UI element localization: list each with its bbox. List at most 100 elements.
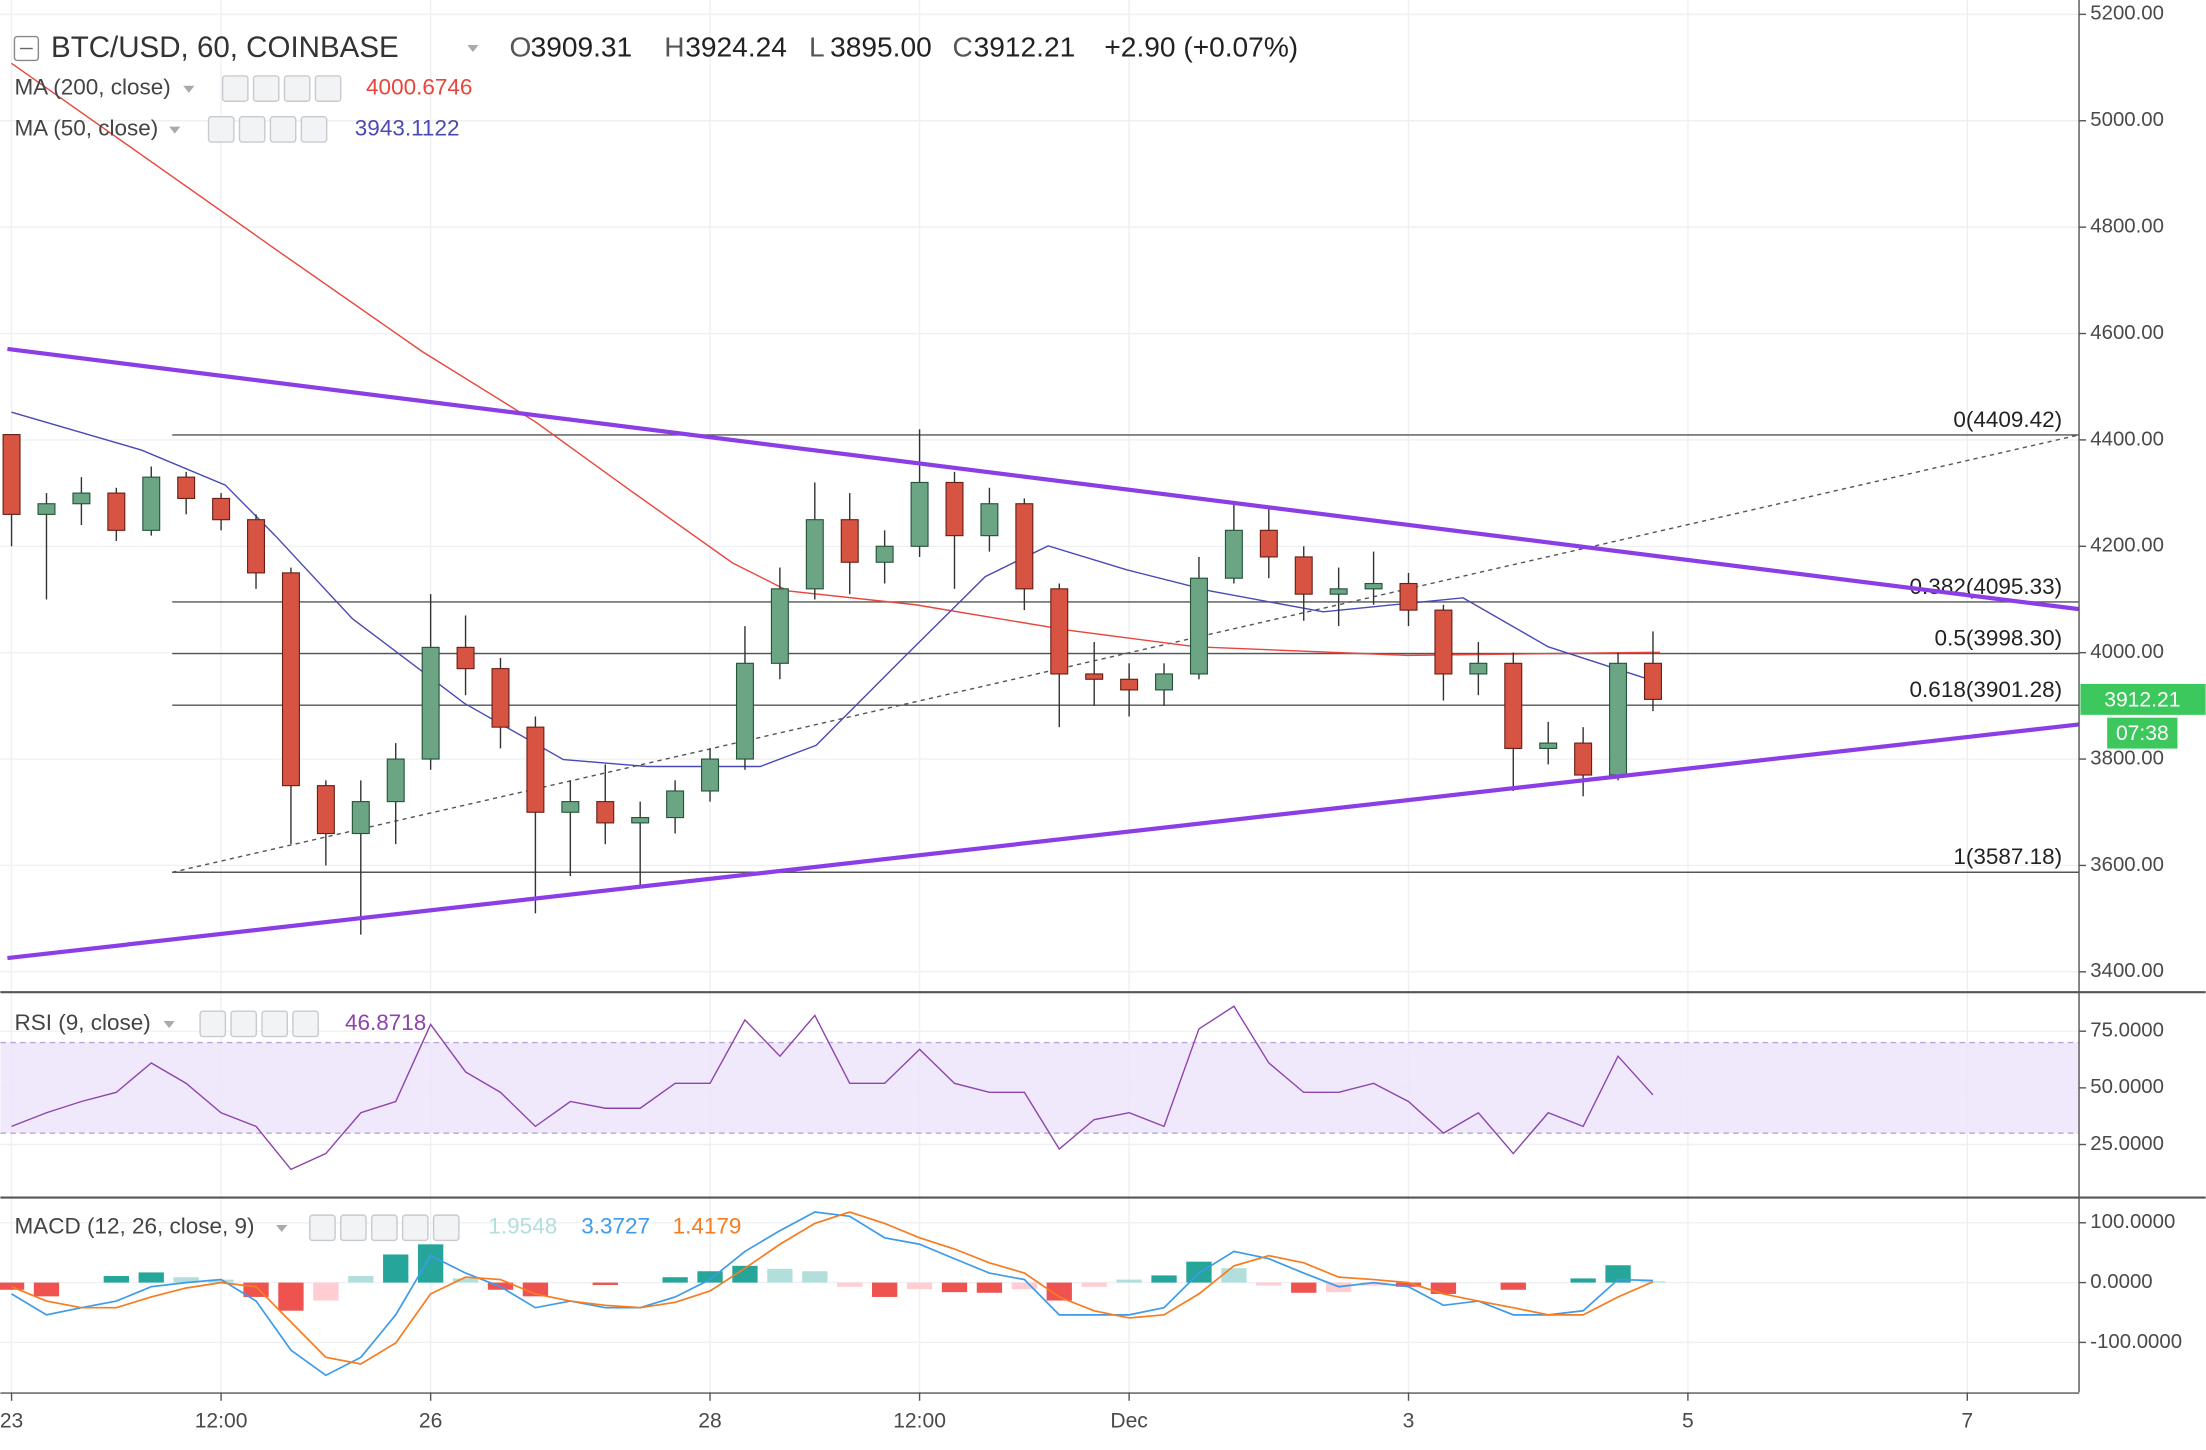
fib-label: 1(3587.18)	[1953, 844, 2062, 869]
ohlc-key: O	[509, 32, 531, 63]
candle-body	[875, 545, 894, 563]
x-tick-label: 12:00	[195, 1409, 248, 1432]
histogram-bar	[348, 1276, 374, 1283]
trendline	[7, 346, 2080, 612]
price-tag-label: 3912.21	[2104, 688, 2180, 711]
candle-body	[1294, 556, 1313, 595]
dropdown-caret[interactable]	[169, 126, 181, 134]
y-tick-label: -100.0000	[2090, 1331, 2182, 1353]
legend-button[interactable]	[292, 1010, 319, 1038]
candle-body	[1574, 742, 1593, 776]
legend-button[interactable]	[230, 1010, 258, 1038]
candle-body	[1609, 662, 1628, 776]
countdown-tag	[2107, 717, 2178, 749]
candle-body	[1259, 529, 1278, 558]
histogram-bar	[1360, 1282, 1387, 1286]
candle-body	[247, 519, 266, 574]
candle-body	[281, 572, 300, 787]
histogram-bar	[1291, 1282, 1317, 1293]
legend-button[interactable]	[309, 1214, 336, 1242]
legend-button[interactable]	[199, 1010, 227, 1038]
candle-body	[1120, 678, 1139, 691]
candle-body	[631, 817, 650, 824]
legend-button[interactable]	[300, 116, 328, 143]
x-tick-label: 5	[1682, 1409, 1694, 1432]
legend-button[interactable]	[269, 116, 297, 143]
candle-body	[177, 476, 196, 499]
candle-body	[1434, 609, 1453, 675]
histogram-bar	[138, 1272, 164, 1283]
histogram-bar	[837, 1282, 863, 1287]
legend-button[interactable]	[401, 1214, 429, 1242]
legend-name: MA (200, close)	[14, 75, 170, 100]
candle-body	[945, 481, 964, 537]
candle-body	[351, 801, 370, 835]
trendline	[7, 722, 2080, 961]
legend-button[interactable]	[207, 116, 235, 143]
histogram-bar	[906, 1282, 933, 1290]
y-tick-label: 3400.00	[2090, 960, 2164, 982]
y-tick-label: 75.0000	[2090, 1020, 2164, 1042]
y-tick-label: 0.0000	[2090, 1271, 2152, 1293]
x-tick-label: Dec	[1110, 1409, 1147, 1432]
fib-label: 0.382(4095.33)	[1910, 574, 2063, 599]
ohlc-value: 3909.31	[531, 32, 633, 63]
y-tick-label: 3800.00	[2090, 747, 2164, 769]
histogram-bar	[33, 1282, 60, 1297]
legend-button[interactable]	[314, 75, 342, 102]
histogram-bar	[452, 1278, 479, 1283]
candle-body	[980, 503, 999, 537]
x-tick-label: 28	[698, 1409, 721, 1432]
price-tag	[2080, 683, 2206, 715]
fib-label: 0.5(3998.30)	[1935, 625, 2063, 650]
candle-body	[107, 492, 126, 531]
y-tick-label: 50.0000	[2090, 1076, 2164, 1098]
y-tick-label: 4400.00	[2090, 428, 2164, 450]
dropdown-caret[interactable]	[163, 1021, 175, 1029]
candle-body	[735, 662, 754, 760]
candle-body	[526, 726, 545, 813]
legend-button[interactable]	[261, 1010, 288, 1038]
macd-line	[11, 1211, 1653, 1377]
legend-button[interactable]	[370, 1214, 398, 1242]
legend-button[interactable]	[340, 1214, 367, 1242]
candle-body	[1155, 673, 1174, 691]
histogram-bar	[732, 1265, 758, 1283]
candle-body	[770, 588, 789, 664]
x-tick-label: 3	[1403, 1409, 1415, 1432]
dropdown-caret[interactable]	[276, 1224, 288, 1233]
candle-body	[421, 646, 440, 760]
candle-body	[2, 434, 21, 515]
legend-value: 3943.1122	[355, 115, 460, 140]
candle-body	[316, 785, 335, 835]
y-tick-label: 3600.00	[2090, 854, 2164, 876]
candle-body	[1015, 503, 1034, 590]
legend-button[interactable]	[283, 75, 311, 102]
y-tick-label: 5000.00	[2090, 109, 2164, 131]
legend-value: 1.9548	[488, 1214, 557, 1239]
dropdown-caret[interactable]	[183, 85, 195, 93]
legend-name: MA (50, close)	[14, 115, 158, 140]
candle-body	[910, 481, 929, 547]
candle-body	[1399, 582, 1418, 611]
candle-body	[1504, 662, 1523, 749]
histogram-bar	[802, 1271, 828, 1283]
histogram-bar	[871, 1282, 898, 1297]
fib-trend	[172, 434, 2080, 873]
histogram-bar	[103, 1276, 129, 1283]
legend-button[interactable]	[238, 116, 266, 143]
legend-button[interactable]	[221, 75, 249, 102]
candle-body	[491, 668, 510, 728]
legend-button[interactable]	[432, 1214, 460, 1242]
histogram-bar	[1395, 1282, 1422, 1287]
histogram-bar	[1256, 1282, 1282, 1286]
countdown-label: 07:38	[2116, 722, 2169, 745]
candle-body	[37, 503, 56, 515]
dropdown-caret[interactable]	[467, 45, 479, 53]
legend-button[interactable]	[252, 75, 280, 102]
histogram-bar	[662, 1277, 688, 1283]
histogram-bar	[941, 1282, 968, 1293]
y-tick-label: 5200.00	[2090, 3, 2164, 25]
